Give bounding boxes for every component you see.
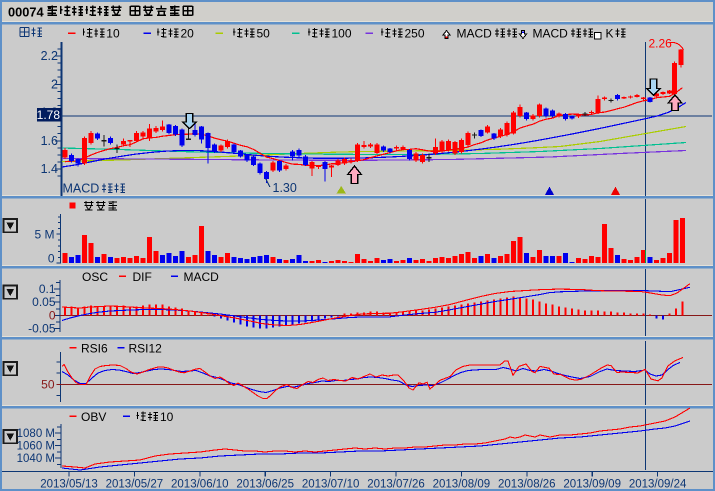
svg-text:2.2: 2.2 [41, 49, 58, 63]
svg-text:1.4: 1.4 [41, 162, 58, 176]
svg-text:2013/06/10: 2013/06/10 [171, 479, 229, 491]
svg-text:2013/09/09: 2013/09/09 [563, 479, 621, 491]
svg-text:OSC: OSC [82, 270, 108, 284]
svg-text:1080 M: 1080 M [17, 428, 55, 440]
svg-text:2: 2 [51, 77, 58, 91]
svg-text:2013/07/26: 2013/07/26 [367, 479, 425, 491]
svg-text:MACD: MACD [184, 270, 220, 284]
svg-text:DIF: DIF [133, 270, 152, 284]
svg-text:2.26: 2.26 [649, 37, 673, 51]
svg-text:20: 20 [181, 27, 195, 41]
svg-text:MACD: MACD [533, 27, 569, 41]
svg-text:00074: 00074 [8, 5, 44, 20]
svg-text:1060 M: 1060 M [17, 441, 55, 453]
svg-text:MACD: MACD [63, 182, 100, 196]
svg-text:1.6: 1.6 [41, 134, 58, 148]
svg-text:2013/09/24: 2013/09/24 [629, 479, 687, 491]
svg-text:0.05: 0.05 [32, 295, 56, 309]
svg-text:-0.05: -0.05 [28, 322, 56, 336]
svg-text:RSI12: RSI12 [129, 342, 163, 356]
svg-text:1040 M: 1040 M [17, 453, 55, 465]
svg-text:MACD: MACD [457, 27, 493, 41]
svg-text:5 M: 5 M [34, 228, 54, 242]
svg-text:2013/05/13: 2013/05/13 [40, 479, 98, 491]
svg-text:2013/08/09: 2013/08/09 [433, 479, 491, 491]
svg-text:0: 0 [48, 252, 55, 266]
svg-text:50: 50 [257, 27, 271, 41]
svg-text:250: 250 [405, 27, 425, 41]
svg-text:2013/07/10: 2013/07/10 [302, 479, 360, 491]
svg-text:100: 100 [332, 27, 352, 41]
svg-text:RSI6: RSI6 [81, 342, 108, 356]
svg-text:10: 10 [106, 27, 120, 41]
svg-text:1.30: 1.30 [273, 181, 297, 195]
svg-text:K: K [606, 27, 614, 41]
svg-text:OBV: OBV [81, 410, 106, 424]
svg-text:2013/08/26: 2013/08/26 [498, 479, 556, 491]
svg-text:0.1: 0.1 [39, 282, 56, 296]
svg-text:0: 0 [49, 308, 56, 322]
svg-text:50: 50 [41, 378, 55, 392]
svg-text:2013/06/25: 2013/06/25 [236, 479, 294, 491]
svg-text:2013/05/27: 2013/05/27 [106, 479, 164, 491]
svg-text:10: 10 [160, 410, 174, 424]
svg-text:1.78: 1.78 [37, 108, 61, 122]
